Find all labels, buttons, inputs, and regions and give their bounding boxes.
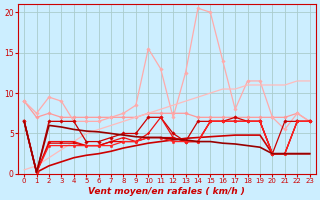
X-axis label: Vent moyen/en rafales ( km/h ): Vent moyen/en rafales ( km/h ) [88,187,245,196]
